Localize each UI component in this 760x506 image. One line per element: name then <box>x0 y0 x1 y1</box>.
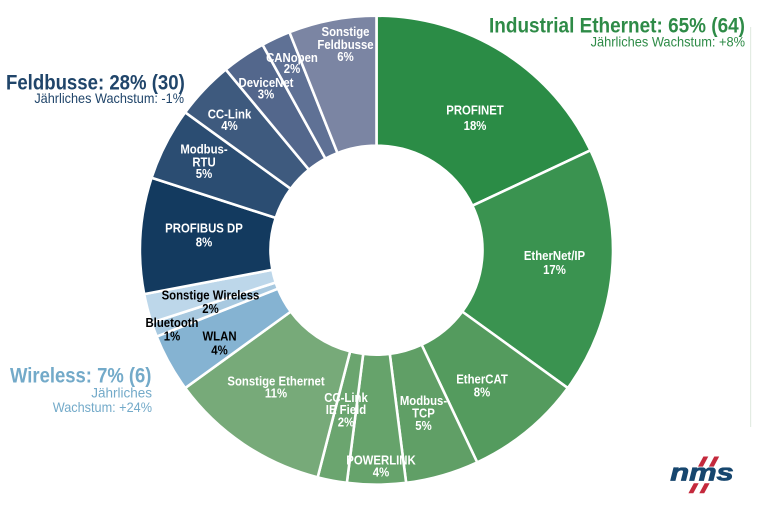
svg-text:RTU: RTU <box>192 155 216 170</box>
svg-text:PROFIBUS DP: PROFIBUS DP <box>165 221 243 236</box>
svg-text:2%: 2% <box>338 415 355 430</box>
svg-text:6%: 6% <box>337 49 354 64</box>
svg-text:Feldbusse: 28% (30): Feldbusse: 28% (30) <box>6 72 185 95</box>
svg-text:Jährliches Wachstum: +8%: Jährliches Wachstum: +8% <box>591 34 746 49</box>
svg-text:Bluetooth: Bluetooth <box>145 315 198 330</box>
svg-text:Sonstige: Sonstige <box>322 24 370 39</box>
svg-text:Jährliches Wachstum: -1%: Jährliches Wachstum: -1% <box>34 91 184 106</box>
svg-text:CC-Link: CC-Link <box>208 107 252 122</box>
svg-text:8%: 8% <box>196 235 213 250</box>
svg-text:WLAN: WLAN <box>202 329 236 344</box>
svg-text:Modbus-: Modbus- <box>400 393 447 408</box>
svg-text:Jährliches: Jährliches <box>91 386 152 401</box>
svg-text:Industrial Ethernet: 65% (64): Industrial Ethernet: 65% (64) <box>489 15 745 38</box>
svg-text:2%: 2% <box>284 61 301 76</box>
svg-text:DeviceNet: DeviceNet <box>239 75 294 90</box>
svg-text:2%: 2% <box>202 301 219 316</box>
svg-text:PROFINET: PROFINET <box>446 103 504 118</box>
svg-text:POWERLINK: POWERLINK <box>346 453 416 468</box>
svg-text:8%: 8% <box>474 385 491 400</box>
svg-text:Modbus-: Modbus- <box>180 142 227 157</box>
svg-text:Sonstige Ethernet: Sonstige Ethernet <box>227 374 324 389</box>
svg-text:17%: 17% <box>543 262 566 277</box>
svg-text:hms: hms <box>670 459 733 486</box>
svg-text:IE Field: IE Field <box>326 402 366 417</box>
svg-text:EtherNet/IP: EtherNet/IP <box>524 248 585 263</box>
svg-text:TCP: TCP <box>412 406 435 421</box>
svg-text:11%: 11% <box>265 386 287 401</box>
svg-text:CANopen: CANopen <box>266 50 318 65</box>
svg-text:5%: 5% <box>415 418 432 433</box>
svg-text:EtherCAT: EtherCAT <box>456 372 508 387</box>
svg-text:Feldbusse: Feldbusse <box>317 37 373 52</box>
svg-text:1%: 1% <box>164 329 181 344</box>
svg-text:18%: 18% <box>464 118 487 133</box>
svg-text:4%: 4% <box>373 465 390 480</box>
svg-text:4%: 4% <box>221 118 238 133</box>
svg-text:3%: 3% <box>258 87 275 102</box>
svg-text:4%: 4% <box>211 343 228 358</box>
svg-text:Sonstige Wireless: Sonstige Wireless <box>162 288 260 303</box>
svg-text:Wachstum: +24%: Wachstum: +24% <box>53 400 153 415</box>
svg-text:CC-Link: CC-Link <box>324 390 368 405</box>
svg-text:5%: 5% <box>196 166 213 181</box>
svg-text:Wireless: 7% (6): Wireless: 7% (6) <box>10 364 151 387</box>
